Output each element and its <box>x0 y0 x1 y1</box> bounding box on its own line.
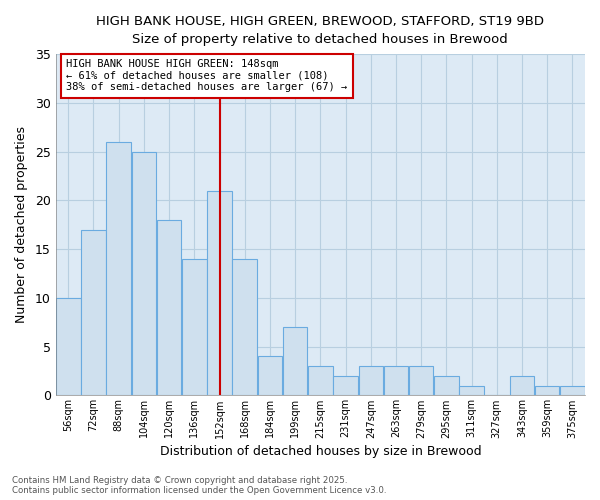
Bar <box>56 298 80 396</box>
Bar <box>384 366 408 396</box>
Bar <box>359 366 383 396</box>
X-axis label: Distribution of detached houses by size in Brewood: Distribution of detached houses by size … <box>160 444 481 458</box>
Bar <box>334 376 358 396</box>
Bar <box>283 327 307 396</box>
Bar <box>535 386 559 396</box>
Text: Contains HM Land Registry data © Crown copyright and database right 2025.
Contai: Contains HM Land Registry data © Crown c… <box>12 476 386 495</box>
Text: HIGH BANK HOUSE HIGH GREEN: 148sqm
← 61% of detached houses are smaller (108)
38: HIGH BANK HOUSE HIGH GREEN: 148sqm ← 61%… <box>66 59 347 92</box>
Bar <box>460 386 484 396</box>
Bar <box>207 190 232 396</box>
Bar <box>560 386 584 396</box>
Bar <box>434 376 458 396</box>
Bar <box>106 142 131 396</box>
Bar <box>308 366 332 396</box>
Bar <box>409 366 433 396</box>
Y-axis label: Number of detached properties: Number of detached properties <box>15 126 28 324</box>
Bar <box>232 259 257 396</box>
Bar <box>81 230 106 396</box>
Bar <box>510 376 534 396</box>
Bar <box>131 152 156 396</box>
Bar <box>258 356 282 396</box>
Title: HIGH BANK HOUSE, HIGH GREEN, BREWOOD, STAFFORD, ST19 9BD
Size of property relati: HIGH BANK HOUSE, HIGH GREEN, BREWOOD, ST… <box>97 15 544 46</box>
Bar <box>157 220 181 396</box>
Bar <box>182 259 206 396</box>
